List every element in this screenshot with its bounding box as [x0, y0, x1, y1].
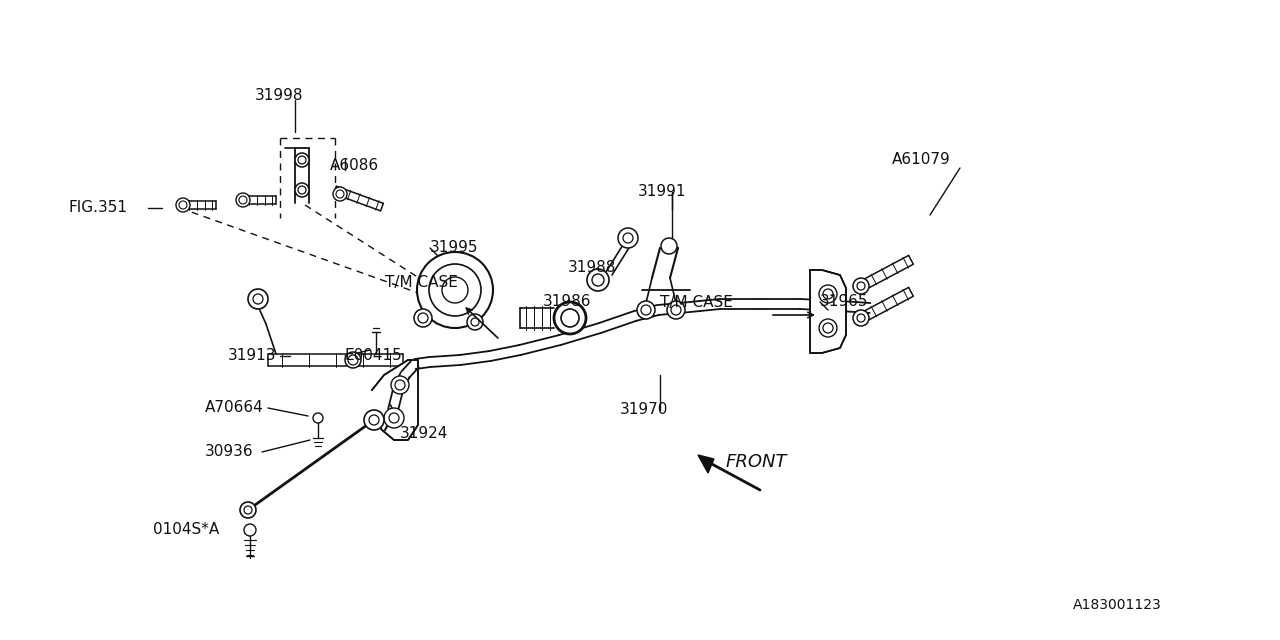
Circle shape [442, 277, 468, 303]
Circle shape [852, 278, 869, 294]
Text: 30936: 30936 [205, 445, 253, 460]
Circle shape [588, 269, 609, 291]
Circle shape [384, 408, 404, 428]
Text: E00415: E00415 [346, 349, 403, 364]
Circle shape [637, 301, 655, 319]
Circle shape [239, 196, 247, 204]
Text: A70664: A70664 [205, 401, 264, 415]
Circle shape [641, 305, 652, 315]
Circle shape [429, 264, 481, 316]
Circle shape [177, 198, 189, 212]
Text: T/M CASE: T/M CASE [660, 294, 733, 310]
Circle shape [390, 376, 410, 394]
Text: 31998: 31998 [255, 88, 303, 102]
Circle shape [667, 301, 685, 319]
Circle shape [419, 313, 428, 323]
Circle shape [244, 524, 256, 536]
Circle shape [294, 153, 308, 167]
Circle shape [413, 309, 433, 327]
Circle shape [298, 156, 306, 164]
Circle shape [364, 410, 384, 430]
Text: 31913: 31913 [228, 349, 276, 364]
Text: A6086: A6086 [330, 157, 379, 173]
Circle shape [467, 314, 483, 330]
Circle shape [858, 282, 865, 290]
Circle shape [389, 413, 399, 423]
Circle shape [819, 285, 837, 303]
Text: 31970: 31970 [620, 403, 668, 417]
Text: 31988: 31988 [568, 260, 617, 275]
Circle shape [244, 506, 252, 514]
Text: FIG.351: FIG.351 [68, 200, 127, 216]
Text: 31991: 31991 [637, 184, 686, 200]
Circle shape [294, 183, 308, 197]
Circle shape [333, 187, 347, 201]
Circle shape [241, 502, 256, 518]
Text: FRONT: FRONT [726, 453, 787, 471]
Circle shape [823, 323, 833, 333]
Polygon shape [372, 360, 419, 440]
Circle shape [623, 233, 634, 243]
Circle shape [369, 415, 379, 425]
Circle shape [417, 252, 493, 328]
Text: A183001123: A183001123 [1073, 598, 1162, 612]
Circle shape [618, 228, 637, 248]
Circle shape [348, 355, 358, 365]
Circle shape [554, 302, 586, 334]
Polygon shape [810, 270, 846, 353]
Circle shape [471, 318, 479, 326]
Circle shape [823, 289, 833, 299]
Circle shape [852, 310, 869, 326]
Circle shape [298, 186, 306, 194]
Circle shape [236, 193, 250, 207]
Text: 31924: 31924 [399, 426, 448, 442]
Text: T/M CASE: T/M CASE [385, 275, 458, 289]
Circle shape [858, 314, 865, 322]
Circle shape [671, 305, 681, 315]
Circle shape [819, 319, 837, 337]
Circle shape [591, 274, 604, 286]
Circle shape [179, 201, 187, 209]
Text: 31986: 31986 [543, 294, 591, 310]
Polygon shape [698, 455, 714, 473]
Text: 31965: 31965 [820, 294, 869, 310]
Circle shape [335, 190, 344, 198]
Circle shape [253, 294, 262, 304]
Text: 31995: 31995 [430, 241, 479, 255]
Circle shape [248, 289, 268, 309]
Circle shape [396, 380, 404, 390]
Circle shape [346, 352, 361, 368]
Circle shape [314, 413, 323, 423]
Text: A61079: A61079 [892, 152, 951, 168]
Text: 0104S*A: 0104S*A [154, 522, 219, 538]
Circle shape [660, 238, 677, 254]
Circle shape [561, 309, 579, 327]
